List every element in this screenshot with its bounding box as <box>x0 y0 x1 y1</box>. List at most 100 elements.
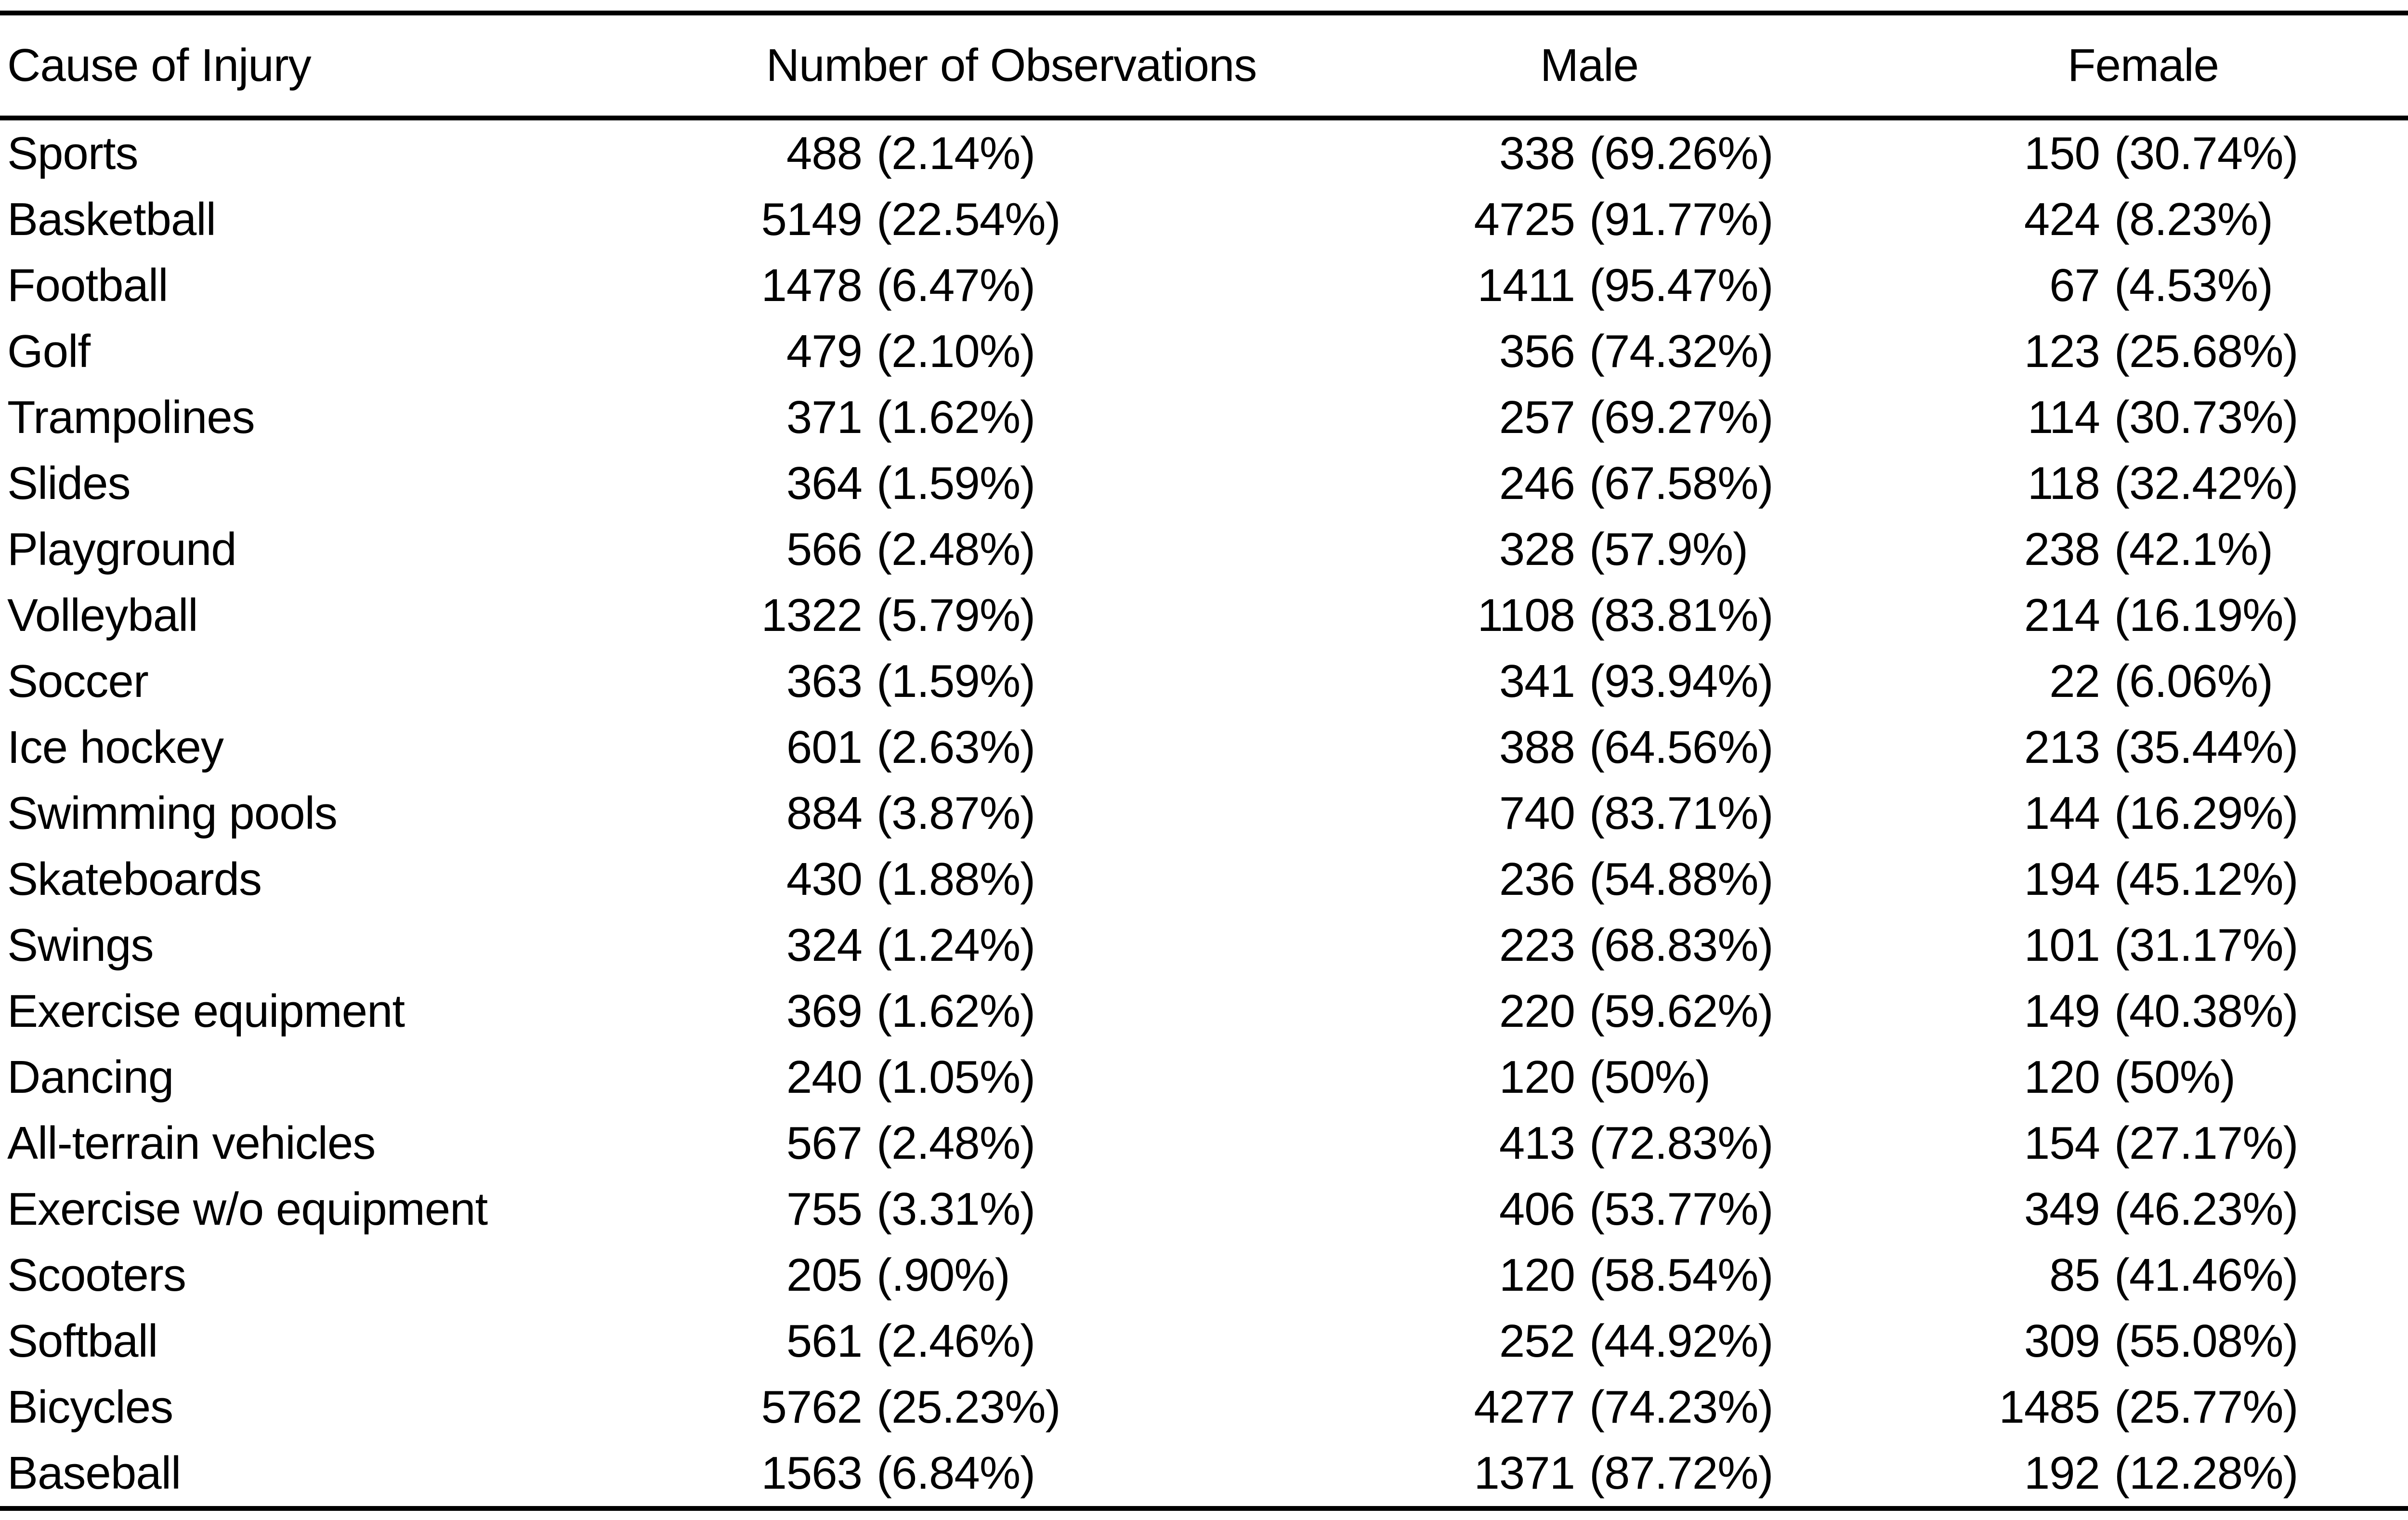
observations-percent: (2.48%) <box>877 1117 1035 1169</box>
male-count: 341 <box>1499 655 1575 707</box>
cell-observations: 884 (3.87%) <box>722 790 1300 837</box>
cell-observations: 566 (2.48%) <box>722 526 1300 573</box>
cell-female: 213 (35.44%) <box>1878 724 2408 771</box>
cell-observations: 755 (3.31%) <box>722 1186 1300 1232</box>
observations-count: 601 <box>786 721 863 773</box>
male-count: 413 <box>1499 1117 1575 1169</box>
observations-percent: (2.10%) <box>877 325 1035 377</box>
cell-cause: Bicycles <box>7 1381 173 1433</box>
male-percent: (50%) <box>1589 1051 1711 1103</box>
cell-cause: Sports <box>7 127 138 179</box>
male-percent: (57.9%) <box>1589 523 1748 575</box>
male-percent: (69.27%) <box>1589 391 1774 443</box>
observations-count: 1478 <box>761 259 863 311</box>
observations-count: 479 <box>786 325 863 377</box>
observations-count: 567 <box>786 1117 863 1169</box>
table-row: Skateboards 430 (1.88%) 236 (54.88%) 194… <box>0 846 2408 912</box>
cell-male: 341 (93.94%) <box>1300 658 1878 705</box>
female-count: 67 <box>2049 259 2100 311</box>
table-row: Dancing 240 (1.05%) 120 (50%) 120 (50%) … <box>0 1044 2408 1110</box>
cell-male: 223 (68.83%) <box>1300 922 1878 969</box>
observations-percent: (6.47%) <box>877 259 1035 311</box>
male-count: 223 <box>1499 919 1575 971</box>
male-percent: (68.83%) <box>1589 919 1774 971</box>
male-percent: (93.94%) <box>1589 655 1774 707</box>
observations-count: 363 <box>786 655 863 707</box>
cell-observations: 1563 (6.84%) <box>722 1450 1300 1496</box>
male-count: 1108 <box>1477 589 1575 641</box>
cell-male: 388 (64.56%) <box>1300 724 1878 771</box>
observations-count: 430 <box>786 853 863 905</box>
female-count: 150 <box>2024 127 2100 179</box>
observations-percent: (1.62%) <box>877 391 1035 443</box>
female-count: 349 <box>2024 1183 2100 1235</box>
female-percent: (6.06%) <box>2114 655 2273 707</box>
table-row: Golf 479 (2.10%) 356 (74.32%) 123 (25.68… <box>0 318 2408 384</box>
cell-male: 338 (69.26%) <box>1300 127 1878 179</box>
table-row: Exercise equipment 369 (1.62%) 220 (59.6… <box>0 978 2408 1044</box>
cell-observations: 371 (1.62%) <box>722 394 1300 441</box>
male-percent: (91.77%) <box>1589 193 1774 245</box>
female-percent: (31.17%) <box>2114 919 2299 971</box>
injury-table: Cause of Injury Number of Observations M… <box>0 11 2408 1511</box>
male-count: 220 <box>1499 985 1575 1037</box>
male-count: 4277 <box>1474 1381 1575 1433</box>
male-percent: (69.26%) <box>1589 127 1774 179</box>
observations-percent: (1.05%) <box>877 1051 1035 1103</box>
female-percent: (32.42%) <box>2114 457 2299 509</box>
cell-cause: Baseball <box>7 1447 181 1499</box>
cell-male: 120 (58.54%) <box>1300 1252 1878 1298</box>
cell-male: 252 (44.92%) <box>1300 1318 1878 1364</box>
cell-male: 356 (74.32%) <box>1300 328 1878 375</box>
cell-male: 220 (59.62%) <box>1300 988 1878 1035</box>
observations-percent: (1.59%) <box>877 655 1035 707</box>
male-count: 246 <box>1499 457 1575 509</box>
cell-observations: 205 (.90%) <box>722 1252 1300 1298</box>
cell-observations: 364 (1.59%) <box>722 460 1300 507</box>
observations-percent: (1.24%) <box>877 919 1035 971</box>
column-header-female: Female <box>2067 39 2219 91</box>
cell-cause: Exercise equipment <box>7 985 405 1037</box>
cell-cause: Soccer <box>7 655 149 707</box>
male-count: 328 <box>1499 523 1575 575</box>
table-row: Swimming pools 884 (3.87%) 740 (83.71%) … <box>0 780 2408 846</box>
cell-male: 4277 (74.23%) <box>1300 1384 1878 1430</box>
cell-cause: Football <box>7 259 169 311</box>
male-percent: (44.92%) <box>1589 1315 1774 1367</box>
observations-percent: (2.63%) <box>877 721 1035 773</box>
cell-male: 257 (69.27%) <box>1300 394 1878 441</box>
cell-female: 114 (30.73%) <box>1878 394 2408 441</box>
cell-cause: Scooters <box>7 1249 186 1301</box>
female-percent: (16.29%) <box>2114 787 2299 839</box>
male-percent: (53.77%) <box>1589 1183 1774 1235</box>
cell-observations: 430 (1.88%) <box>722 856 1300 903</box>
female-count: 154 <box>2024 1117 2100 1169</box>
cell-observations: 479 (2.10%) <box>722 328 1300 375</box>
observations-percent: (1.88%) <box>877 853 1035 905</box>
male-percent: (87.72%) <box>1589 1447 1774 1499</box>
cell-female: 238 (42.1%) <box>1878 526 2408 573</box>
cell-male: 120 (50%) <box>1300 1054 1878 1101</box>
male-percent: (83.71%) <box>1589 787 1774 839</box>
female-count: 120 <box>2024 1051 2100 1103</box>
male-percent: (74.23%) <box>1589 1381 1774 1433</box>
observations-percent: (1.59%) <box>877 457 1035 509</box>
observations-count: 488 <box>786 127 863 179</box>
female-count: 213 <box>2024 721 2100 773</box>
female-percent: (50%) <box>2114 1051 2236 1103</box>
male-count: 1371 <box>1474 1447 1575 1499</box>
cell-male: 328 (57.9%) <box>1300 526 1878 573</box>
male-count: 338 <box>1499 127 1575 179</box>
female-count: 194 <box>2024 853 2100 905</box>
observations-percent: (1.62%) <box>877 985 1035 1037</box>
female-percent: (45.12%) <box>2114 853 2299 905</box>
female-percent: (41.46%) <box>2114 1249 2299 1301</box>
observations-count: 1322 <box>761 589 863 641</box>
female-percent: (55.08%) <box>2114 1315 2299 1367</box>
column-header-observations: Number of Observations <box>766 39 1257 91</box>
observations-percent: (2.14%) <box>877 127 1035 179</box>
male-percent: (83.81%) <box>1589 589 1774 641</box>
female-percent: (30.73%) <box>2114 391 2299 443</box>
observations-percent: (22.54%) <box>877 193 1061 245</box>
